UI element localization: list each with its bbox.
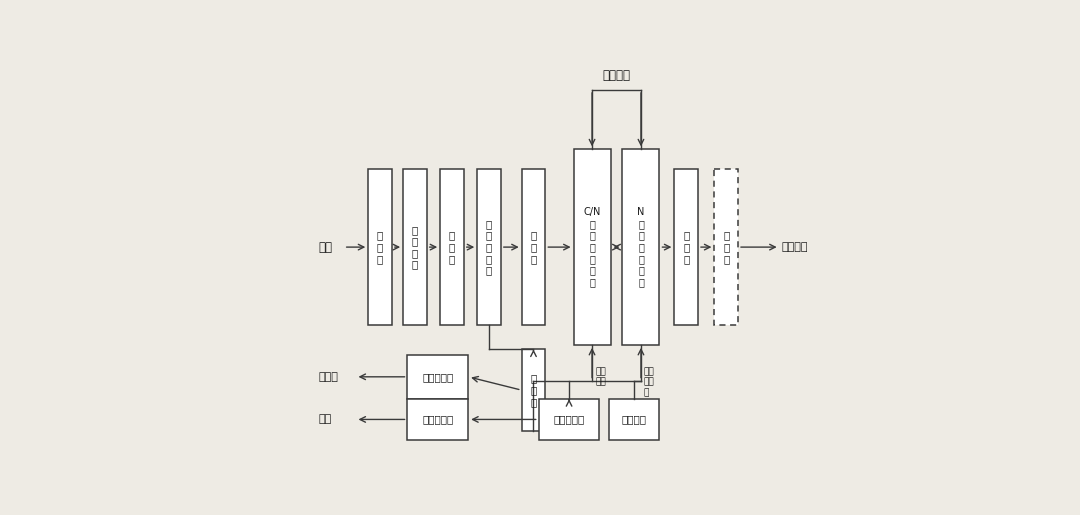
Bar bbox=[407, 399, 469, 440]
Text: 粗
格
栅: 粗 格 栅 bbox=[377, 231, 383, 264]
Bar bbox=[407, 355, 469, 399]
Bar bbox=[440, 169, 463, 325]
Text: 砂水分离器: 砂水分离器 bbox=[422, 372, 454, 382]
Bar bbox=[522, 349, 545, 431]
Text: 旋
流
沉
砂
池: 旋 流 沉 砂 池 bbox=[486, 219, 492, 276]
Text: 水
解
池: 水 解 池 bbox=[530, 231, 537, 264]
Text: 细
格
栅: 细 格 栅 bbox=[449, 231, 455, 264]
Text: 反冲洗水: 反冲洗水 bbox=[603, 68, 631, 82]
Text: 清
水
池: 清 水 池 bbox=[683, 231, 689, 264]
Text: 剩余
污泥: 剩余 污泥 bbox=[595, 367, 606, 387]
Bar bbox=[522, 169, 545, 325]
Text: 缓
冲
池: 缓 冲 池 bbox=[530, 373, 537, 407]
Text: 消
毒
池: 消 毒 池 bbox=[724, 231, 729, 264]
Text: 污泥脱水间: 污泥脱水间 bbox=[422, 415, 454, 424]
Bar bbox=[573, 149, 610, 345]
Text: 反冲
洗排
水: 反冲 洗排 水 bbox=[644, 367, 654, 397]
Text: 污泥均化池: 污泥均化池 bbox=[553, 415, 584, 424]
Bar bbox=[674, 169, 698, 325]
Text: 砂外运: 砂外运 bbox=[319, 372, 338, 382]
Text: N
硝
气
生
物
滤
池: N 硝 气 生 物 滤 池 bbox=[637, 208, 645, 287]
Bar bbox=[622, 149, 660, 345]
Text: 鼓风机房: 鼓风机房 bbox=[622, 415, 647, 424]
Text: 提
升
泵
房: 提 升 泵 房 bbox=[411, 225, 418, 269]
Text: 污水: 污水 bbox=[319, 241, 333, 253]
Text: C/N
硝
气
生
物
滤
池: C/N 硝 气 生 物 滤 池 bbox=[583, 208, 600, 287]
Bar bbox=[714, 169, 738, 325]
Text: 泥饼: 泥饼 bbox=[319, 415, 332, 424]
Bar bbox=[368, 169, 392, 325]
Bar bbox=[477, 169, 501, 325]
Text: 达标外排: 达标外排 bbox=[781, 242, 808, 252]
Bar bbox=[539, 399, 599, 440]
Bar bbox=[403, 169, 427, 325]
Bar bbox=[609, 399, 660, 440]
